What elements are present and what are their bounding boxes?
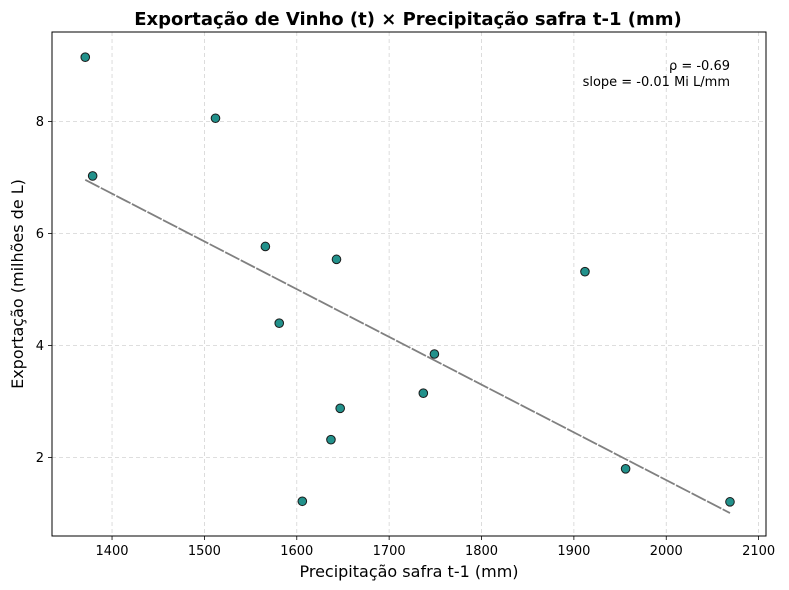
points-group	[80, 52, 735, 507]
trendline	[84, 179, 731, 514]
x-tick-label: 2100	[742, 544, 775, 559]
y-tick-label: 6	[36, 227, 44, 242]
data-point	[418, 388, 429, 399]
x-axis-label: Precipitação safra t-1 (mm)	[299, 562, 518, 581]
data-point	[331, 254, 342, 265]
grid	[52, 32, 766, 536]
x-tick-label: 1600	[280, 544, 313, 559]
annotation-slope: slope = -0.01 Mi L/mm	[583, 75, 730, 90]
x-tick-label: 2000	[650, 544, 683, 559]
y-tick-label: 4	[36, 339, 44, 354]
data-point	[80, 52, 91, 63]
y-tick-label: 2	[36, 451, 44, 466]
chart-title: Exportação de Vinho (t) × Precipitação s…	[134, 9, 682, 30]
y-tick-label: 8	[36, 115, 44, 130]
data-point	[274, 318, 285, 329]
data-point	[210, 113, 221, 124]
data-point	[260, 241, 271, 252]
plot-frame	[51, 31, 767, 537]
x-tick-label: 1800	[465, 544, 498, 559]
x-tick-label: 1900	[557, 544, 590, 559]
data-point	[326, 434, 336, 445]
annotation-rho: ρ = -0.69	[669, 59, 730, 74]
data-point	[620, 464, 631, 474]
data-point	[297, 496, 308, 507]
data-point	[725, 497, 735, 507]
trendline-group	[84, 179, 731, 514]
data-point	[580, 266, 590, 277]
data-point	[429, 349, 440, 359]
data-point	[87, 171, 98, 181]
x-tick-label: 1400	[95, 544, 128, 559]
y-axis-label: Exportação (milhões de L)	[8, 179, 27, 389]
x-axis-ticks: 1400 1500 1600 1700 1800 1900 2000 2100	[95, 536, 775, 559]
x-tick-label: 1500	[188, 544, 221, 559]
x-tick-label: 1700	[373, 544, 406, 559]
y-axis-ticks: 2 4 6 8	[36, 115, 52, 466]
data-point	[335, 403, 345, 414]
annotation: ρ = -0.69 slope = -0.01 Mi L/mm	[583, 59, 730, 90]
